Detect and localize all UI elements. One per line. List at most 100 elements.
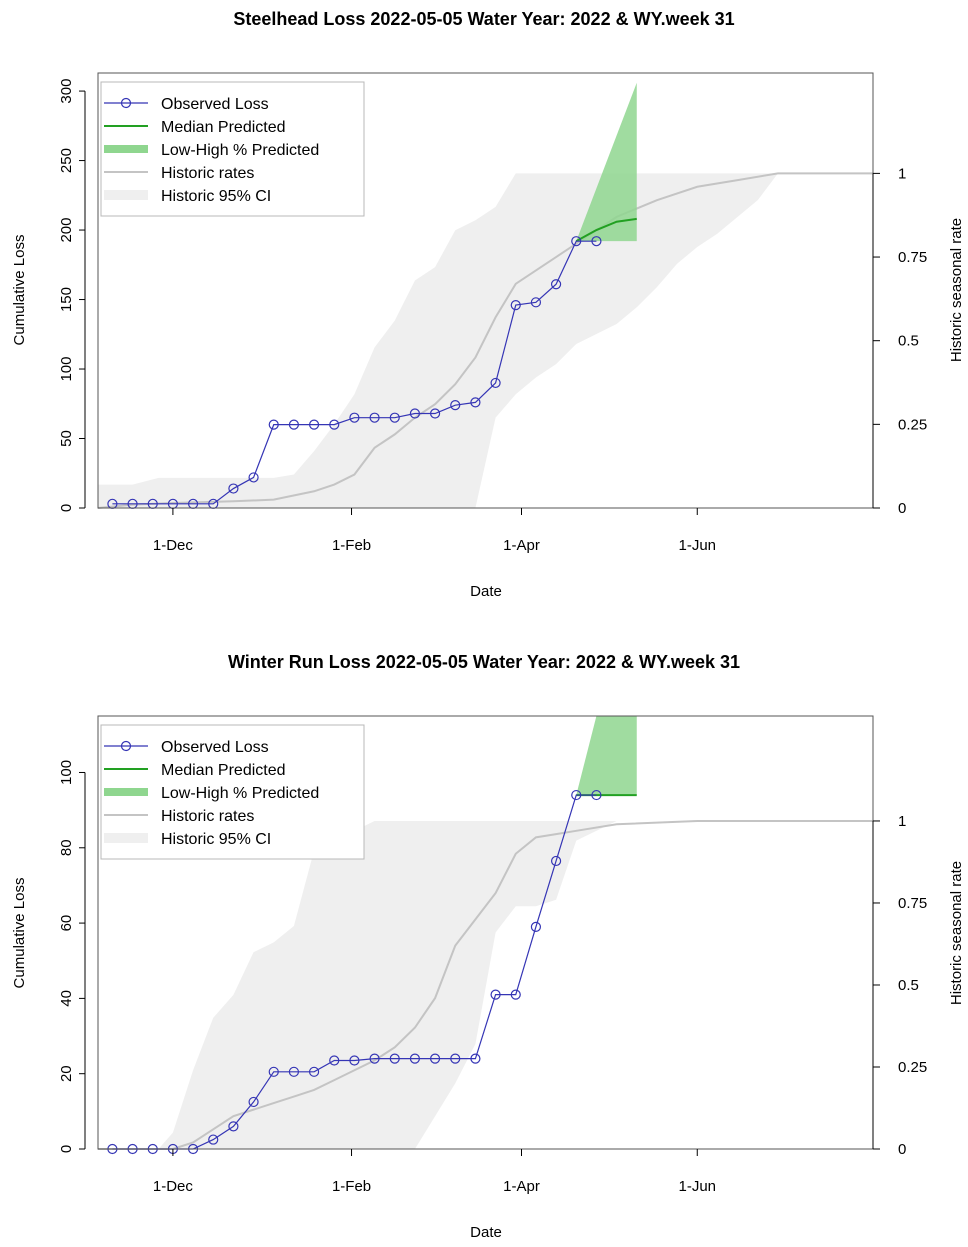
y-tick-label: 100 — [58, 357, 75, 382]
y-tick-label: 300 — [58, 79, 75, 104]
y-axis-label: Cumulative Loss — [11, 878, 28, 989]
historic-ci-band — [98, 173, 873, 508]
legend: Observed Loss Median Predicted Low-High … — [100, 724, 365, 860]
legend-label: Historic rates — [161, 165, 254, 182]
observed-point — [409, 408, 421, 419]
legend-item-historic-ci: Historic 95% CI — [104, 188, 271, 205]
legend-item-observed: Observed Loss — [104, 739, 269, 756]
observed-point — [450, 1053, 461, 1064]
y2-tick-label: 1 — [898, 165, 906, 182]
observed-point — [208, 1134, 219, 1145]
observed-point — [490, 989, 501, 1000]
x-axis-label: Date — [470, 583, 502, 600]
y2-axis-label: Historic seasonal rate — [948, 861, 965, 1005]
chart-winter-run: Winter Run Loss 2022-05-05 Water Year: 2… — [11, 652, 965, 1241]
legend-marker-observed — [120, 740, 132, 752]
historic-ci-band — [98, 820, 873, 1149]
observed-point — [490, 377, 501, 389]
observed-point — [349, 412, 360, 423]
observed-point — [268, 419, 279, 430]
legend-label: Historic 95% CI — [161, 188, 271, 205]
observed-point — [450, 400, 461, 411]
y2-tick-label: 0.5 — [898, 333, 919, 350]
x-axis-label: Date — [470, 1224, 502, 1241]
legend-label: Median Predicted — [161, 762, 286, 779]
plot-area: 0 20 40 60 80 100 0 0.25 0.5 0.75 1 1-Dec 1-Feb 1-Apr… — [58, 715, 927, 1195]
y-tick-label: 60 — [58, 915, 75, 932]
observed-point — [571, 236, 582, 247]
observed-point — [308, 419, 320, 430]
observed-point — [550, 279, 562, 290]
observed-point — [329, 1055, 340, 1066]
observed-point — [288, 1066, 300, 1077]
y-tick-label: 50 — [58, 430, 75, 447]
legend-label: Observed Loss — [161, 739, 269, 756]
legend-label: Median Predicted — [161, 119, 286, 136]
observed-point — [510, 989, 521, 1000]
observed-point — [329, 419, 340, 430]
observed-point — [369, 1053, 380, 1064]
observed-loss-line — [112, 240, 597, 505]
legend-label: Historic rates — [161, 808, 254, 825]
legend-item-predicted-band: Low-High % Predicted — [104, 142, 319, 159]
observed-point — [389, 1053, 400, 1064]
y2-axis-label: Historic seasonal rate — [948, 218, 965, 362]
x-tick-label: 1-Apr — [503, 537, 540, 554]
x-tick-label: 1-Jun — [678, 537, 716, 554]
median-predicted-line — [575, 217, 637, 243]
x-tick-label: 1-Feb — [332, 537, 371, 554]
y2-tick-label: 0 — [898, 1141, 906, 1158]
observed-point — [591, 236, 602, 247]
observed-point — [288, 419, 300, 430]
legend-item-median: Median Predicted — [104, 119, 286, 136]
x-tick-label: 1-Apr — [503, 1178, 540, 1195]
legend-item-historic: Historic rates — [104, 808, 254, 825]
observed-point — [248, 1096, 259, 1108]
predicted-band — [576, 716, 637, 796]
historic-rates-line — [97, 172, 873, 509]
y2-tick-label: 1 — [898, 813, 906, 830]
observed-point — [530, 921, 542, 932]
legend-item-median: Median Predicted — [104, 762, 286, 779]
y2-tick-label: 0.5 — [898, 977, 919, 994]
observed-point — [248, 472, 259, 483]
legend-item-historic-ci: Historic 95% CI — [104, 831, 271, 848]
legend-item-predicted-band: Low-High % Predicted — [104, 785, 319, 802]
observed-point — [591, 789, 602, 801]
y-axis-label: Cumulative Loss — [11, 235, 28, 346]
chart-title: Winter Run Loss 2022-05-05 Water Year: 2… — [228, 652, 740, 672]
chart-title: Steelhead Loss 2022-05-05 Water Year: 20… — [233, 9, 734, 29]
legend: Observed Loss Median Predicted Low-High … — [100, 81, 365, 217]
observed-point — [389, 412, 400, 423]
observed-point — [429, 1053, 441, 1064]
observed-point — [228, 1121, 239, 1132]
observed-point — [369, 412, 380, 423]
predicted-band — [576, 82, 637, 242]
legend-label: Low-High % Predicted — [161, 785, 319, 802]
y2-tick-label: 0.75 — [898, 895, 927, 912]
legend-label: Observed Loss — [161, 96, 269, 113]
legend-marker-observed — [120, 97, 132, 109]
y-tick-label: 20 — [58, 1065, 75, 1082]
historic-rates-line — [98, 819, 873, 1150]
y2-tick-label: 0.75 — [898, 249, 927, 266]
y-tick-label: 40 — [58, 990, 75, 1007]
y-tick-label: 0 — [58, 504, 75, 512]
y2-tick-label: 0.25 — [898, 416, 927, 433]
x-tick-label: 1-Dec — [153, 1178, 194, 1195]
y-tick-label: 100 — [58, 760, 75, 785]
observed-point — [268, 1066, 279, 1077]
observed-point — [571, 789, 582, 801]
observed-point — [470, 1053, 481, 1064]
y-tick-label: 0 — [58, 1145, 75, 1153]
observed-point — [349, 1055, 360, 1066]
observed-point — [530, 297, 542, 308]
y-tick-label: 200 — [58, 218, 75, 243]
legend-label: Historic 95% CI — [161, 831, 271, 848]
observed-point — [409, 1053, 421, 1064]
y2-tick-label: 0 — [898, 500, 906, 517]
legend-label: Low-High % Predicted — [161, 142, 319, 159]
y-tick-label: 150 — [58, 287, 75, 312]
legend-item-observed: Observed Loss — [104, 96, 269, 113]
